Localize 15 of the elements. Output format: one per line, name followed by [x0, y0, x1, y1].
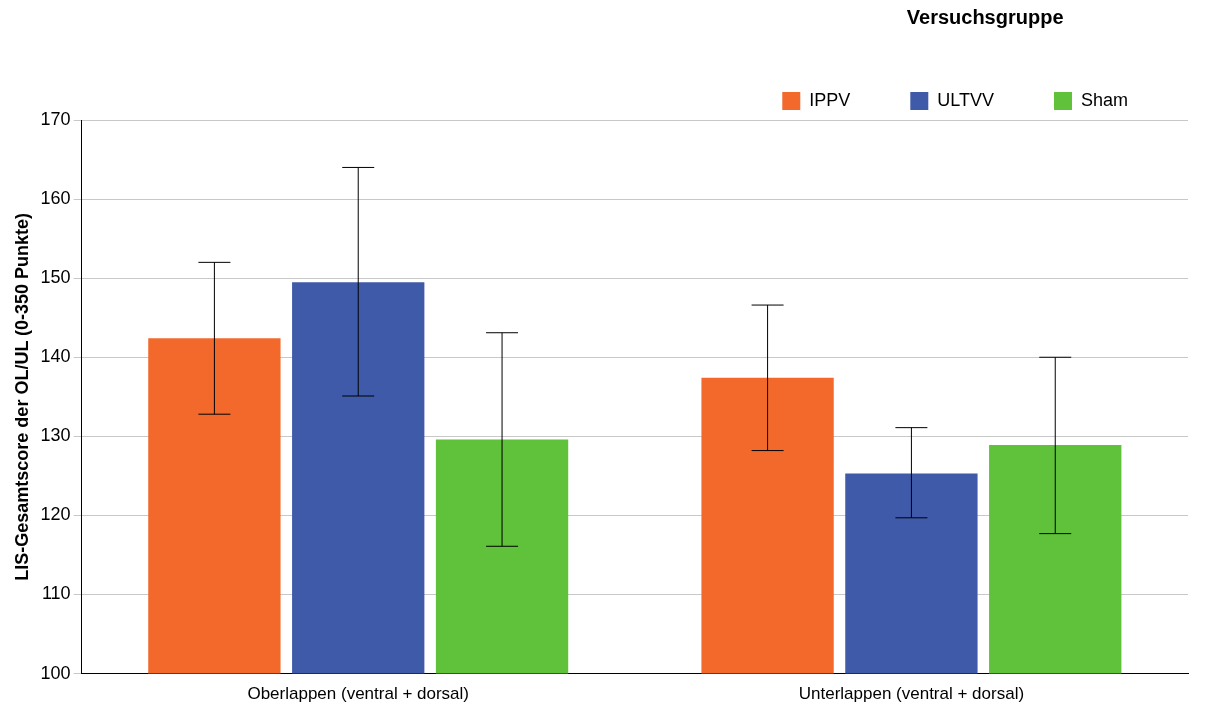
y-tick-label: 130: [40, 425, 71, 446]
legend-label: ULTVV: [937, 89, 994, 110]
y-tick-label: 170: [40, 108, 71, 129]
x-tick-label: Oberlappen (ventral + dorsal): [247, 684, 470, 704]
y-tick-label: 150: [40, 267, 71, 288]
y-tick-label: 140: [40, 346, 71, 367]
y-tick-label: 160: [40, 188, 71, 209]
y-tick-label: 100: [40, 662, 71, 683]
legend-title: Versuchsgruppe: [906, 5, 1064, 28]
legend-label: IPPV: [809, 89, 851, 110]
legend-label: Sham: [1080, 89, 1129, 110]
x-tick-label: Unterlappen (ventral + dorsal): [798, 684, 1025, 704]
y-tick-label: 120: [40, 504, 71, 525]
y-tick-label: 110: [41, 583, 71, 604]
y-axis-title: LIS-Gesamtscore der OL/UL (0-350 Punkte): [11, 212, 32, 581]
